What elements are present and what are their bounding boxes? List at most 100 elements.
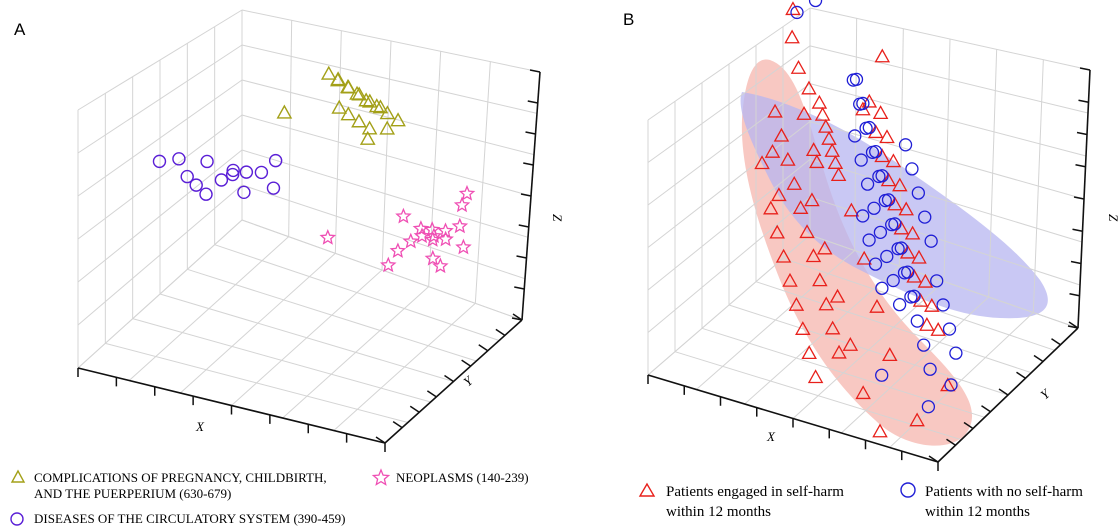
no-self-harm-point — [942, 322, 957, 336]
neoplasms-point — [424, 231, 442, 247]
self-harm-point — [880, 172, 897, 187]
legend-no-self-harm-label-line1: Patients with no self-harm — [925, 484, 1083, 500]
grid-line — [241, 114, 532, 197]
self-harm-point — [882, 347, 898, 362]
pregnancy-point — [340, 79, 356, 94]
neoplasms-point — [413, 227, 431, 244]
circulatory-point — [172, 152, 186, 166]
no-self-harm-point — [854, 153, 868, 167]
y-tick — [495, 328, 506, 336]
pregnancy-point — [359, 130, 376, 145]
no-self-harm-point — [891, 242, 905, 256]
no-self-harm-point — [921, 400, 936, 414]
self-harm-point — [885, 153, 902, 168]
legend-self-harm-label-line2: within 12 months — [666, 504, 771, 520]
y-tick — [981, 405, 991, 413]
legend-neoplasms-label: NEOPLASMS (140-239) — [396, 470, 529, 485]
panel-b-letter: B — [623, 10, 634, 29]
self-harm-point — [809, 154, 825, 169]
z-tick — [527, 100, 538, 104]
legend-self-harm-label-line1: Patients engaged in self-harm — [666, 484, 844, 500]
panel-b-legend: Patients engaged in self-harm within 12 … — [638, 482, 1083, 520]
self-harm-point — [814, 106, 831, 121]
pregnancy-point — [276, 104, 293, 119]
panel-b-points — [754, 0, 963, 438]
no-self-harm-point — [936, 298, 950, 312]
no-self-harm-point — [892, 297, 907, 312]
legend-no-self-harm-label-line2: within 12 months — [925, 504, 1030, 520]
grid-line — [809, 45, 1089, 114]
no-self-harm-point — [918, 210, 932, 224]
neoplasms-point — [424, 249, 442, 266]
pregnancy-point — [351, 86, 368, 101]
self-harm-point — [879, 129, 895, 144]
circulatory-point — [254, 165, 269, 180]
self-harm-point — [831, 344, 847, 359]
y-tick — [998, 388, 1009, 396]
circulatory-point — [180, 169, 194, 184]
self-harm-point — [792, 200, 809, 214]
pregnancy-point — [331, 99, 348, 114]
neoplasms-point — [432, 257, 449, 274]
no-self-harm-point — [862, 233, 876, 247]
pregnancy-point — [320, 65, 337, 80]
self-harm-point — [790, 59, 807, 74]
no-self-harm-point — [886, 273, 900, 288]
self-harm-point — [856, 250, 872, 265]
y-tick — [1051, 338, 1061, 346]
neoplasms-point — [458, 184, 476, 201]
z-tick — [1070, 260, 1082, 265]
self-harm-point — [872, 105, 889, 120]
self-harm-point — [804, 192, 820, 207]
panel-b: B X Y Z — [623, 0, 1118, 471]
no-self-harm-point — [897, 266, 912, 280]
self-harm-point — [930, 322, 946, 336]
grid-line — [782, 257, 1055, 351]
grid-line — [647, 45, 811, 163]
no-self-harm-point — [930, 274, 944, 288]
no-self-harm-point — [924, 234, 938, 248]
self-harm-point — [906, 268, 922, 283]
z-tick — [1075, 164, 1086, 168]
self-harm-point — [842, 336, 859, 351]
panel-b-z-axis-label: Z — [1106, 214, 1118, 222]
pregnancy-point — [379, 120, 396, 135]
circulatory-point — [239, 165, 254, 179]
neoplasms-point — [402, 232, 420, 249]
self-harm-point — [816, 240, 833, 255]
self-harm-point — [780, 151, 796, 166]
pregnancy-point — [351, 113, 367, 128]
z-tick — [523, 162, 534, 166]
self-harm-point — [887, 196, 903, 211]
legend-circulatory-label: DISEASES OF THE CIRCULATORY SYSTEM (390-… — [34, 511, 345, 526]
no-self-harm-point — [878, 193, 892, 208]
self-harm-point — [824, 320, 841, 335]
panel-a-legend: COMPLICATIONS OF PREGNANCY, CHILDBIRTH, … — [10, 468, 529, 526]
self-harm-point — [855, 385, 871, 400]
circulatory-point — [152, 154, 167, 169]
pregnancy-point — [330, 71, 346, 86]
circulatory-point — [214, 173, 229, 187]
y-tick — [461, 359, 472, 367]
no-self-harm-point — [853, 97, 867, 111]
circulatory-point — [200, 154, 214, 169]
self-harm-point — [924, 297, 940, 312]
self-harm-point — [782, 272, 798, 287]
no-self-harm-point — [808, 0, 823, 8]
y-tick — [375, 436, 386, 444]
self-harm-point — [812, 272, 828, 287]
self-harm-point — [807, 369, 824, 384]
legend-pregnancy-label-line1: COMPLICATIONS OF PREGNANCY, CHILDBIRTH, — [34, 470, 327, 485]
grid-line — [809, 234, 1079, 329]
neoplasms-point — [437, 222, 454, 238]
self-harm-point — [911, 249, 927, 264]
neoplasms-point — [437, 230, 454, 247]
triangle-marker-icon — [10, 469, 26, 483]
circulatory-point — [225, 167, 240, 182]
self-harm-point — [795, 321, 811, 335]
self-harm-point — [818, 296, 835, 311]
z-tick — [520, 193, 532, 197]
y-tick — [409, 405, 420, 413]
z-tick — [514, 286, 525, 290]
self-harm-point — [773, 127, 790, 142]
